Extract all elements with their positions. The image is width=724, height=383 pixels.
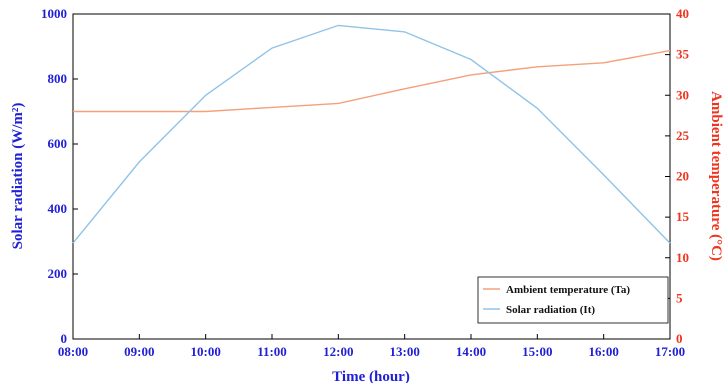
left-tick-label: 0	[61, 331, 68, 346]
x-tick-label: 17:00	[655, 344, 685, 359]
legend: Ambient temperature (Ta) Solar radiation…	[477, 276, 669, 324]
left-axis-title: Solar radiation (W/m²)	[10, 103, 26, 250]
x-tick-label: 15:00	[522, 344, 552, 359]
left-tick-label: 1000	[41, 6, 67, 21]
left-tick-label: 200	[48, 266, 68, 281]
x-tick-label: 13:00	[389, 344, 419, 359]
right-tick-label: 0	[676, 331, 683, 346]
right-tick-label: 10	[676, 250, 689, 265]
x-tick-label: 11:00	[257, 344, 287, 359]
legend-label-solar-radiation: Solar radiation (It)	[506, 304, 595, 316]
right-axis-title: Ambient temperature (°C)	[708, 91, 724, 261]
right-tick-label: 35	[676, 47, 690, 62]
right-tick-label: 30	[676, 87, 689, 102]
right-tick-label: 15	[676, 209, 690, 224]
series-layer	[72, 24, 671, 244]
left-tick-label: 400	[48, 201, 68, 216]
right-tick-label: 25	[676, 128, 690, 143]
legend-box	[477, 276, 669, 324]
left-tick-label: 800	[48, 71, 68, 86]
x-tick-label: 14:00	[456, 344, 486, 359]
x-tick-label: 16:00	[588, 344, 618, 359]
x-axis-ticks: 08:00 09:00 10:00 11:00 12:00 13:00 14:00 15:00…	[58, 334, 685, 359]
right-tick-label: 5	[676, 290, 683, 305]
x-axis-title: Time (hour)	[332, 369, 410, 383]
series-line-solar-radiation	[72, 24, 671, 244]
right-tick-label: 40	[676, 6, 689, 21]
left-axis-ticks: 0 200 400 600 800 1000	[41, 6, 78, 346]
series-line-ambient-temperature	[73, 49, 671, 113]
legend-label-ambient-temperature: Ambient temperature (Ta)	[506, 284, 630, 296]
right-tick-label: 20	[676, 169, 689, 184]
x-tick-label: 10:00	[190, 344, 220, 359]
x-tick-label: 12:00	[323, 344, 353, 359]
left-tick-label: 600	[48, 136, 68, 151]
x-tick-label: 09:00	[124, 344, 154, 359]
x-tick-label: 08:00	[58, 344, 88, 359]
